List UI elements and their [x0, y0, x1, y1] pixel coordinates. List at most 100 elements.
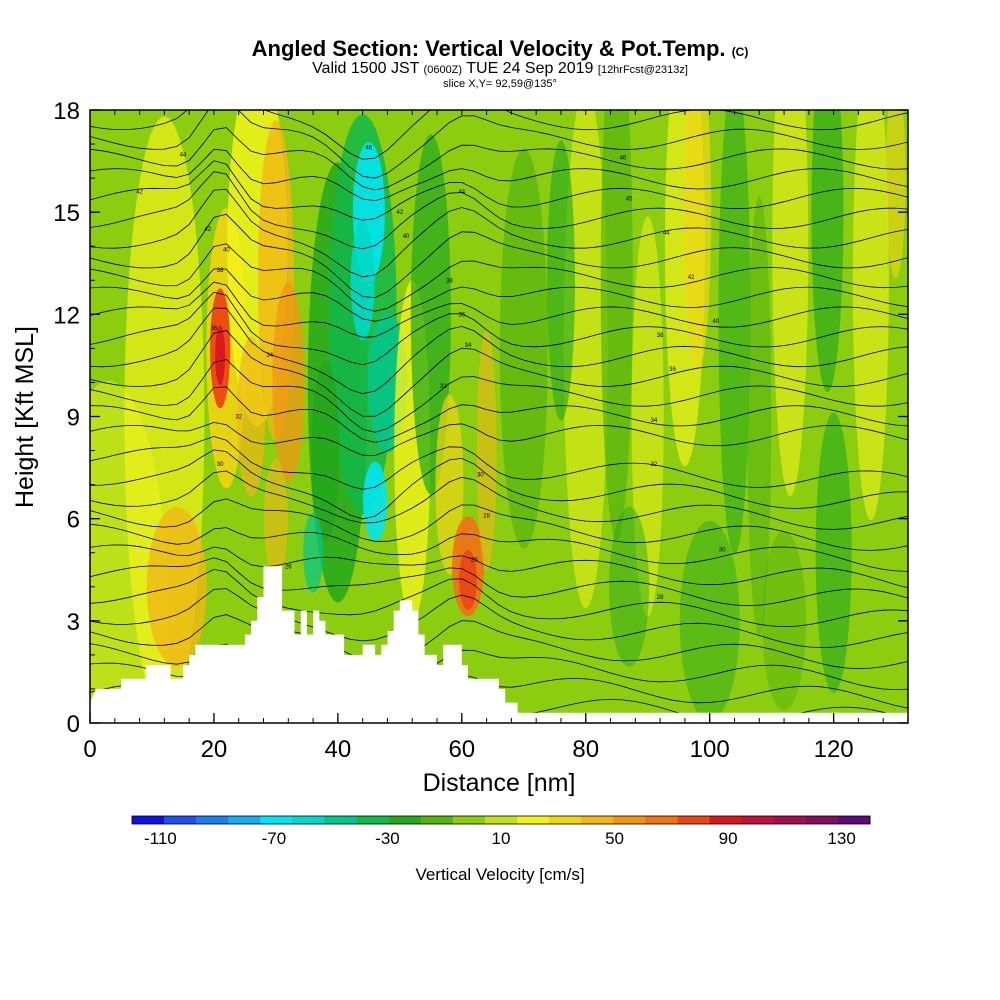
theta-contour-17 [90, 307, 908, 395]
theta-contour-6 [90, 557, 908, 607]
contour-label-7: 32 [235, 415, 242, 421]
theta-contour-4 [90, 588, 908, 649]
colorbar-tick-label-5: 90 [719, 829, 738, 848]
velocity-blob-8 [272, 282, 305, 483]
colorbar-swatch-16 [645, 816, 678, 824]
x-tick-label-3: 60 [448, 736, 475, 763]
theta-contour-22 [90, 213, 908, 299]
colorbar-swatch-1 [164, 816, 197, 824]
contour-label-30: 30 [719, 547, 726, 553]
velocity-blob-23 [459, 549, 478, 610]
velocity-blob-25 [499, 148, 548, 549]
colorbar-tick-label-1: -70 [262, 829, 287, 848]
contour-label-20: 26 [285, 564, 292, 570]
theta-contour-7 [90, 544, 908, 589]
contour-label-11: 42 [397, 210, 404, 216]
y-tick-label-4: 12 [53, 302, 80, 329]
colorbar-swatch-18 [709, 816, 743, 824]
theta-contour-18 [90, 291, 908, 366]
x-tick-label-1: 20 [201, 736, 228, 763]
x-tick-label-0: 0 [83, 736, 96, 763]
contour-label-23: 44 [663, 231, 670, 237]
theta-contour-15 [90, 359, 908, 433]
theta-contour-29 [90, 110, 908, 160]
theta-contour-9 [90, 498, 908, 551]
theta-contour-14 [90, 386, 908, 443]
velocity-blob-39 [679, 520, 740, 721]
contour-label-10: 44 [458, 190, 465, 196]
subtitle-valid: Valid 1500 JST [312, 60, 420, 77]
velocity-blob-20 [410, 134, 451, 495]
x-tick-label-2: 40 [325, 736, 352, 763]
colorbar-swatch-19 [741, 816, 775, 824]
contour-label-31: 28 [657, 595, 664, 601]
chart-title-suffix: (C) [731, 45, 749, 59]
theta-contour-12 [90, 436, 908, 490]
theta-contour-23 [90, 188, 908, 278]
y-tick-label-6: 18 [53, 98, 80, 125]
chart-title-main: Angled Section: Vertical Velocity & Pot.… [251, 36, 726, 61]
x-tick-label-5: 100 [690, 736, 730, 763]
contour-label-8: 30 [217, 462, 224, 468]
contour-label-0: 44 [180, 152, 187, 158]
colorbar-tick-label-4: 50 [605, 829, 624, 848]
velocity-blob-16 [363, 461, 388, 542]
contour-label-1: 42 [136, 190, 143, 196]
colorbar-swatch-0 [132, 816, 165, 824]
colorbar-swatch-10 [452, 816, 486, 824]
velocity-blob-40 [609, 506, 650, 667]
contour-label-22: 45 [626, 197, 633, 203]
velocity-blob-32 [718, 110, 751, 555]
contour-label-27: 36 [669, 367, 676, 373]
velocity-blob-24 [476, 330, 497, 571]
colorbar-frame [131, 815, 871, 825]
theta-contour-8 [90, 523, 908, 572]
contour-label-26: 38 [657, 333, 664, 339]
y-tick-label-5: 15 [53, 200, 80, 227]
contour-label-12: 40 [403, 234, 410, 240]
colorbar-swatch-20 [773, 816, 807, 824]
velocity-blob-38 [885, 110, 906, 279]
colorbar-swatch-17 [677, 816, 711, 824]
velocity-blob-41 [762, 530, 807, 711]
velocity-blob-5 [215, 325, 226, 386]
colorbar-swatch-5 [292, 816, 326, 824]
subtitle-date: TUE 24 Sep 2019 [466, 60, 594, 77]
contour-label-6: 34 [266, 353, 273, 359]
colorbar-swatch-2 [196, 816, 229, 824]
contour-label-29: 32 [651, 462, 658, 468]
theta-contour-13 [90, 421, 908, 456]
contour-label-4: 38 [217, 268, 224, 274]
theta-contour-20 [90, 268, 908, 322]
contour-label-16: 32 [440, 384, 447, 390]
theta-contour-10 [90, 470, 908, 530]
velocity-blob-26 [563, 110, 608, 609]
colorbar-tick-label-6: 130 [827, 829, 855, 848]
theta-contour-28 [90, 110, 908, 179]
contour-label-24: 42 [688, 275, 695, 281]
contour-label-14: 36 [458, 312, 465, 318]
velocity-blob-21 [435, 394, 464, 575]
x-axis-label: Distance [nm] [423, 769, 576, 797]
theta-contour-25 [90, 160, 908, 221]
colorbar-swatch-22 [837, 816, 871, 824]
contour-label-18: 28 [483, 513, 490, 519]
subtitle-utc: (0600Z) [423, 64, 463, 76]
contour-label-2: 42 [204, 227, 211, 233]
velocity-blob-35 [811, 110, 844, 393]
colorbar-swatch-9 [420, 816, 454, 824]
contour-labels: 44 42 42 40 38 36 34 32 30 46 44 42 40 38 36 34 32 30 28 26… [136, 145, 726, 601]
velocity-field [90, 110, 906, 723]
contour-label-13: 38 [446, 278, 453, 284]
y-tick-label-1: 3 [67, 609, 80, 636]
velocity-blob-36 [815, 412, 852, 693]
theta-contour-16 [90, 330, 908, 417]
colorbar-swatch-4 [260, 816, 293, 824]
theta-contour-27 [90, 127, 908, 191]
contour-label-28: 34 [651, 418, 658, 424]
y-tick-label-3: 9 [67, 405, 80, 432]
theta-contour-3 [90, 614, 908, 670]
velocity-blob-17 [311, 360, 340, 541]
